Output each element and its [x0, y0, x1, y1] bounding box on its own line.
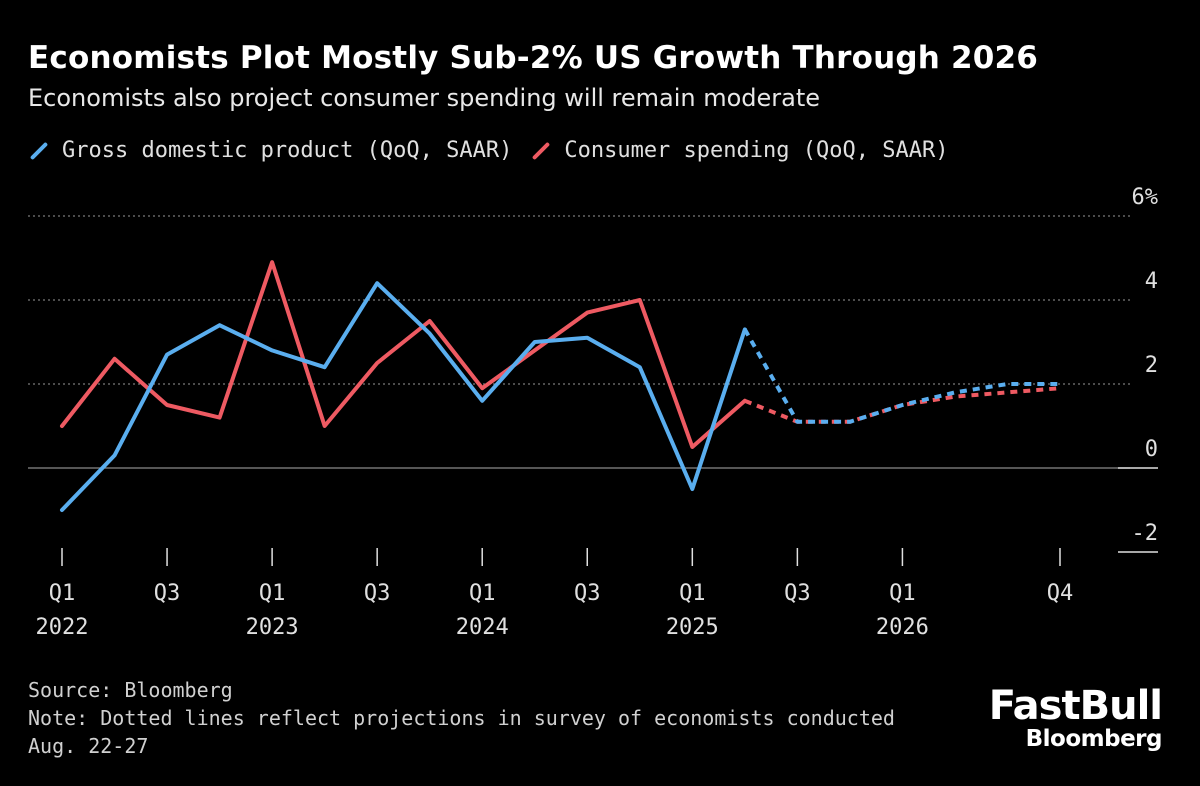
- x-tick-label-quarter: Q4: [1047, 581, 1074, 606]
- x-tick-label-quarter: Q1: [469, 581, 496, 606]
- legend-item-gdp: Gross domestic product (QoQ, SAAR): [28, 138, 512, 163]
- legend-item-consumer-spending: Consumer spending (QoQ, SAAR): [530, 138, 948, 163]
- chart-legend: Gross domestic product (QoQ, SAAR) Consu…: [28, 138, 966, 163]
- x-tick-label-quarter: Q3: [154, 581, 181, 606]
- series-line-gdp-actual: [60, 281, 747, 512]
- series-line-gdp-projected: [743, 328, 1060, 424]
- series-line-consumer-spending-actual: [60, 260, 747, 449]
- x-tick-label-year: 2026: [876, 615, 929, 640]
- x-tick-label-quarter: Q1: [49, 581, 76, 606]
- projection-note-line1: Note: Dotted lines reflect projections i…: [28, 706, 895, 730]
- source-note: Source: Bloomberg: [28, 678, 233, 702]
- series-layer: [60, 260, 1061, 512]
- x-tick-label-quarter: Q3: [574, 581, 601, 606]
- x-tick-label-quarter: Q1: [889, 581, 916, 606]
- brand-sublogo: Bloomberg: [1025, 726, 1163, 752]
- y-tick-label: -2: [1132, 521, 1159, 546]
- legend-label-gdp: Gross domestic product (QoQ, SAAR): [62, 138, 513, 163]
- projection-note-line2: Aug. 22-27: [28, 734, 149, 758]
- x-tick-label-year: 2025: [666, 615, 719, 640]
- y-tick-label: 4: [1145, 269, 1158, 294]
- y-tick-label: 6%: [1132, 185, 1159, 210]
- x-tick-label-quarter: Q1: [679, 581, 706, 606]
- x-tick-label-year: 2024: [456, 615, 509, 640]
- chart-title: Economists Plot Mostly Sub-2% US Growth …: [28, 40, 1039, 76]
- brand-logo: FastBull: [988, 683, 1163, 729]
- brand-watermark: FastBull Bloomberg: [988, 683, 1163, 752]
- x-tick-label-quarter: Q3: [784, 581, 811, 606]
- grid-layer: [28, 215, 1130, 469]
- y-tick-label: 0: [1145, 437, 1158, 462]
- x-tick-label-year: 2023: [246, 615, 299, 640]
- x-tick-label-quarter: Q3: [364, 581, 391, 606]
- x-tick-label-quarter: Q1: [259, 581, 286, 606]
- axis-layer: 6% 4 2 0 -2 Q1 2022 Q3 Q1 2023 Q3 Q1 2024 Q3 Q1 2025 Q3 Q…: [36, 185, 1158, 640]
- chart-footer: Source: Bloomberg Note: Dotted lines ref…: [28, 676, 895, 760]
- y-tick-label: 2: [1145, 353, 1158, 378]
- chart-subtitle: Economists also project consumer spendin…: [28, 84, 821, 112]
- legend-label-consumer-spending: Consumer spending (QoQ, SAAR): [564, 138, 949, 163]
- x-tick-label-year: 2022: [36, 615, 89, 640]
